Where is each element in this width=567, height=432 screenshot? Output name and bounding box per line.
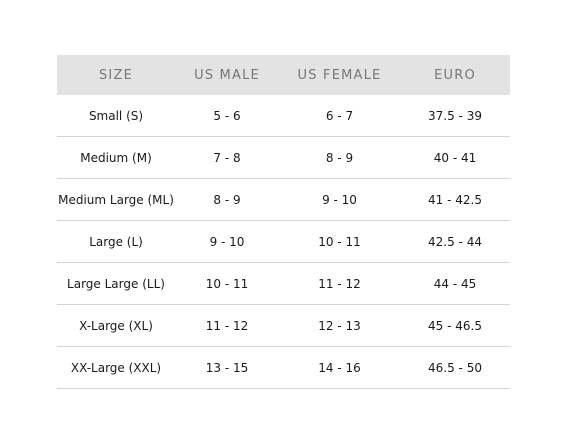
euro-cell: 44 - 45: [400, 262, 510, 305]
us-male-cell: 10 - 11: [175, 262, 279, 305]
size-cell: Large Large (LL): [57, 262, 175, 305]
table-row: Medium (M) 7 - 8 8 - 9 40 - 41: [57, 136, 510, 179]
us-female-cell: 6 - 7: [279, 95, 400, 137]
header-row: SIZE US MALE US FEMALE EURO: [57, 55, 510, 95]
table-row: Large (L) 9 - 10 10 - 11 42.5 - 44: [57, 220, 510, 263]
euro-cell: 37.5 - 39: [400, 95, 510, 137]
table-row: XX-Large (XXL) 13 - 15 14 - 16 46.5 - 50: [57, 346, 510, 389]
us-male-cell: 13 - 15: [175, 346, 279, 389]
us-male-cell: 5 - 6: [175, 95, 279, 137]
us-female-cell: 9 - 10: [279, 178, 400, 221]
size-cell: X-Large (XL): [57, 304, 175, 347]
us-male-cell: 11 - 12: [175, 304, 279, 347]
table-row: Small (S) 5 - 6 6 - 7 37.5 - 39: [57, 95, 510, 137]
us-female-cell: 14 - 16: [279, 346, 400, 389]
size-chart-header: SIZE US MALE US FEMALE EURO: [57, 55, 510, 95]
size-cell: XX-Large (XXL): [57, 346, 175, 389]
size-chart-table: SIZE US MALE US FEMALE EURO Small (S) 5 …: [57, 55, 510, 389]
us-female-cell: 11 - 12: [279, 262, 400, 305]
header-us-female: US FEMALE: [279, 55, 400, 95]
us-female-cell: 8 - 9: [279, 136, 400, 179]
euro-cell: 40 - 41: [400, 136, 510, 179]
us-female-cell: 12 - 13: [279, 304, 400, 347]
header-size: SIZE: [57, 55, 175, 95]
us-male-cell: 8 - 9: [175, 178, 279, 221]
euro-cell: 41 - 42.5: [400, 178, 510, 221]
us-male-cell: 7 - 8: [175, 136, 279, 179]
header-euro: EURO: [400, 55, 510, 95]
header-us-male: US MALE: [175, 55, 279, 95]
table-row: X-Large (XL) 11 - 12 12 - 13 45 - 46.5: [57, 304, 510, 347]
size-cell: Medium (M): [57, 136, 175, 179]
us-female-cell: 10 - 11: [279, 220, 400, 263]
size-chart-body: Small (S) 5 - 6 6 - 7 37.5 - 39 Medium (…: [57, 95, 510, 389]
euro-cell: 42.5 - 44: [400, 220, 510, 263]
size-cell: Large (L): [57, 220, 175, 263]
euro-cell: 46.5 - 50: [400, 346, 510, 389]
table-row: Medium Large (ML) 8 - 9 9 - 10 41 - 42.5: [57, 178, 510, 221]
us-male-cell: 9 - 10: [175, 220, 279, 263]
size-cell: Small (S): [57, 95, 175, 137]
table-row: Large Large (LL) 10 - 11 11 - 12 44 - 45: [57, 262, 510, 305]
size-cell: Medium Large (ML): [57, 178, 175, 221]
euro-cell: 45 - 46.5: [400, 304, 510, 347]
